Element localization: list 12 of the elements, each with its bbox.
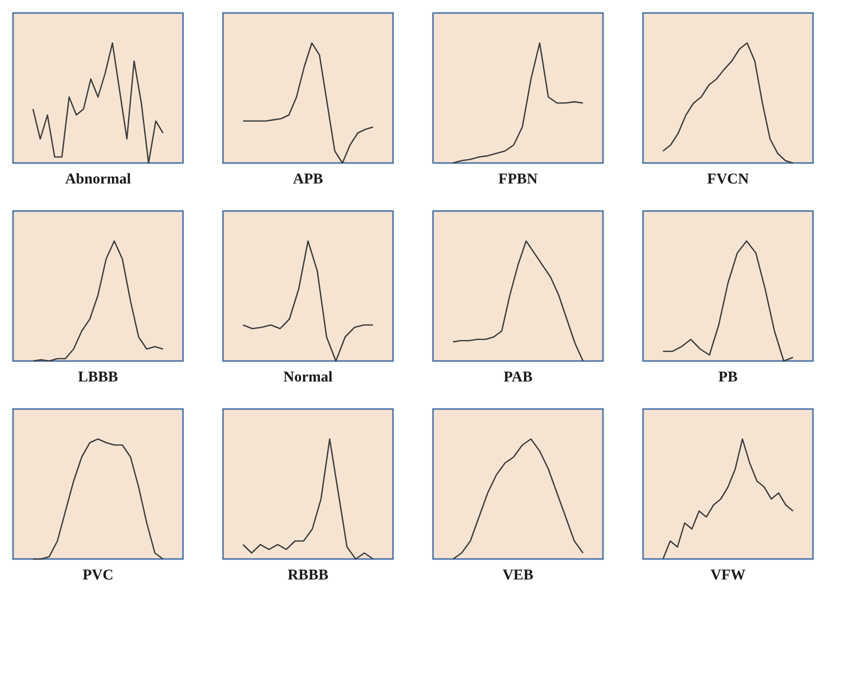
- text: FVCN: [707, 172, 749, 188]
- text: FPBN: [498, 172, 538, 188]
- text: APB: [293, 172, 323, 188]
- text: PAB: [504, 370, 532, 386]
- text: LBBB: [78, 370, 118, 386]
- text: Abnormal: [65, 172, 131, 188]
- text: VFW: [710, 568, 746, 584]
- text: Normal: [283, 370, 333, 386]
- text: VEB: [502, 568, 534, 584]
- text: PB: [718, 370, 738, 386]
- text: PVC: [82, 568, 114, 584]
- text: RBBB: [288, 568, 328, 584]
